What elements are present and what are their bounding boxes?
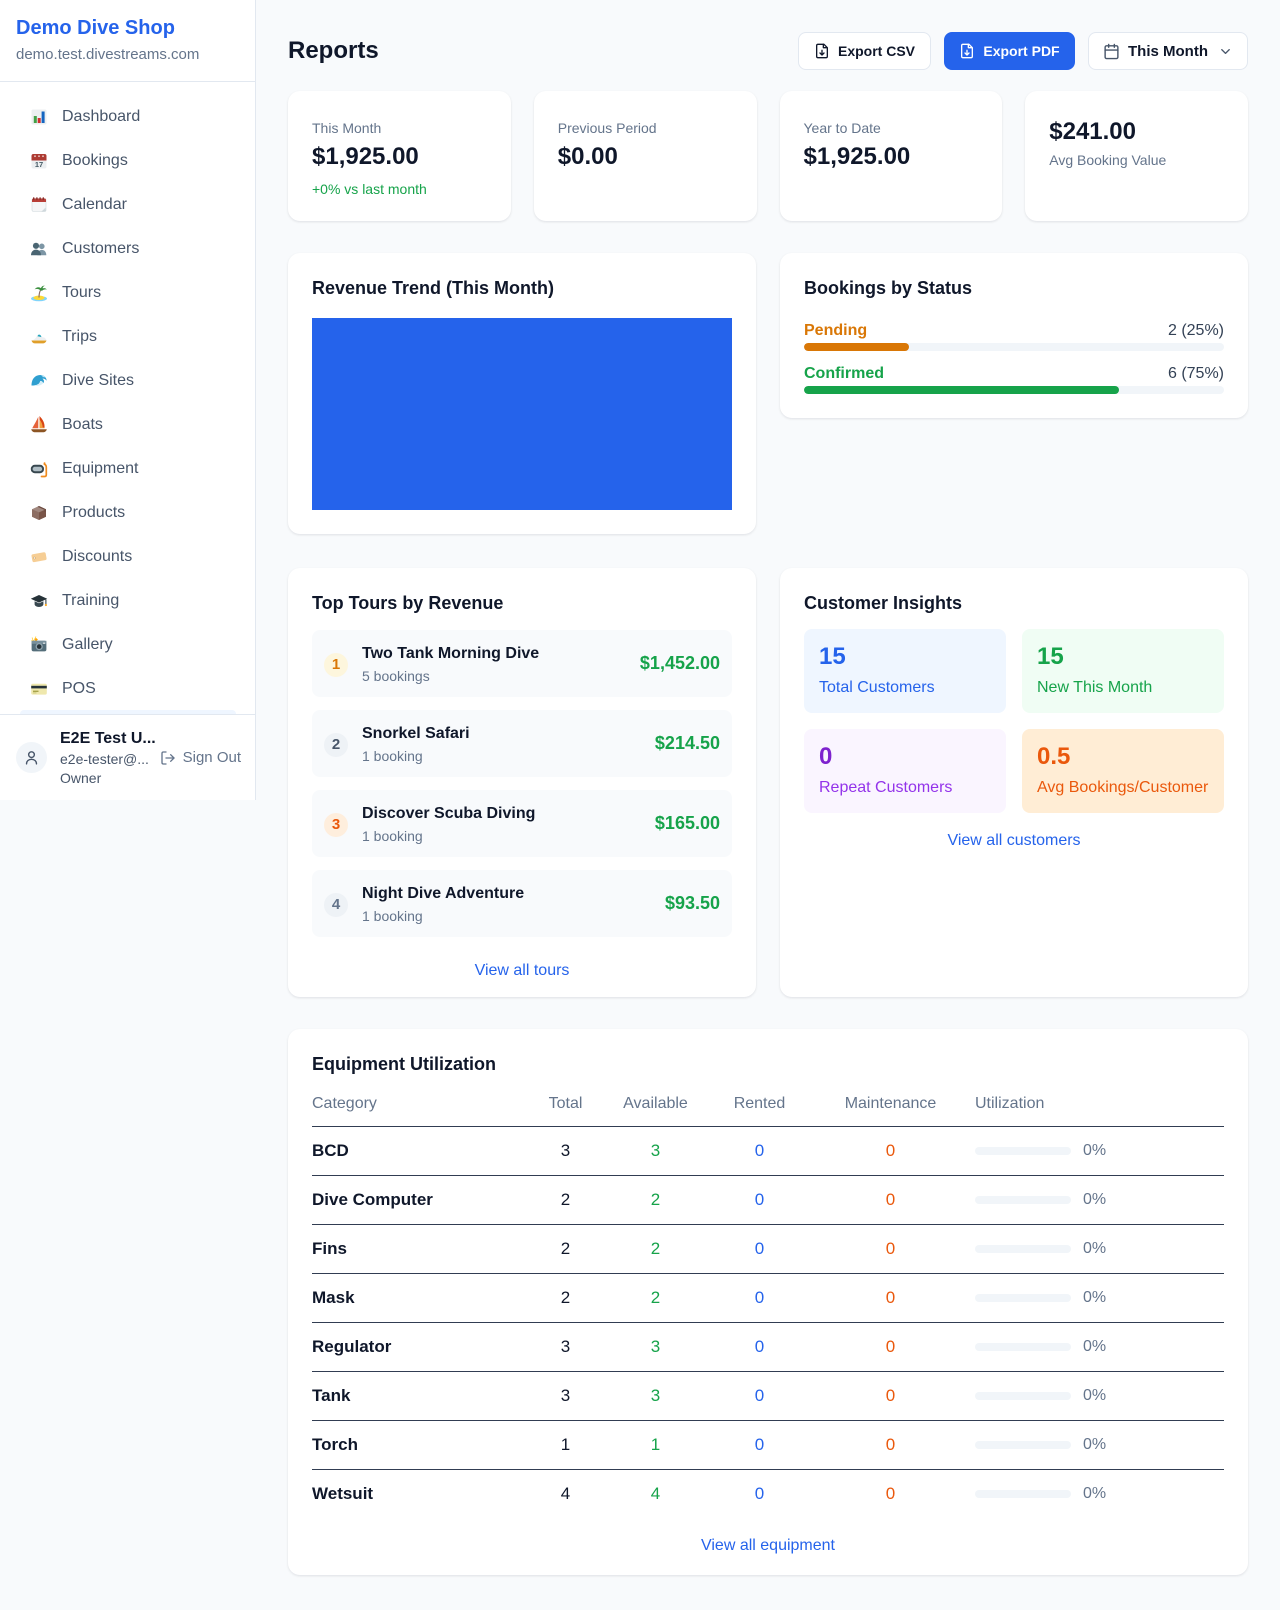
svg-text:17: 17	[35, 160, 43, 169]
